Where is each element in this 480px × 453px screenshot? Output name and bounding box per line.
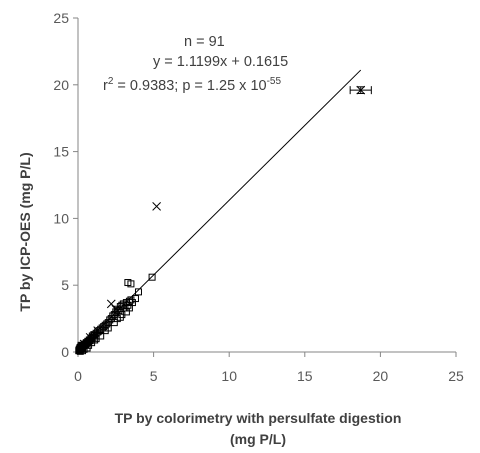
x-axis-label-line2: (mg P/L): [230, 431, 286, 447]
cross-point: [76, 343, 86, 353]
tick-labels: 0 5 10 15 20 25 0 5 10 15 20 25: [53, 10, 464, 384]
y-axis-label: TP by ICP-OES (mg P/L): [17, 152, 33, 311]
square-point: [134, 288, 142, 296]
stats-body: = 0.9383; p = 1.25 x 10: [113, 78, 266, 94]
cross-point: [111, 304, 121, 314]
sample-size-label: n = 91: [184, 34, 225, 50]
square-point: [116, 313, 124, 321]
x-tick-label: 20: [373, 368, 389, 384]
stats-superscript: 2: [108, 76, 114, 87]
x-tick-label: 10: [221, 368, 237, 384]
y-tick-label: 0: [61, 344, 69, 360]
x-tick-label: 15: [297, 368, 313, 384]
stats-label: r2 = 0.9383; p = 1.25 x 10-55: [103, 76, 281, 94]
square-point: [127, 280, 135, 288]
square-point: [91, 336, 99, 344]
x-axis-label-line1: TP by colorimetry with persulfate digest…: [115, 410, 402, 426]
annotations: n = 91 y = 1.1199x + 0.1615 r2 = 0.9383;…: [103, 34, 288, 94]
y-tick-label: 10: [53, 210, 69, 226]
square-point: [104, 324, 112, 332]
cross-point: [152, 202, 161, 211]
square-point: [131, 295, 139, 303]
error-bar: [349, 86, 372, 95]
x-tick-label: 5: [150, 368, 158, 384]
regression-equation-label: y = 1.1199x + 0.1615: [153, 54, 288, 70]
stats-exponent: -55: [267, 76, 282, 87]
y-tick-label: 25: [53, 10, 69, 26]
square-point: [148, 273, 156, 281]
y-tick-label: 15: [53, 144, 69, 160]
square-point: [125, 304, 133, 312]
y-tick-label: 5: [61, 277, 69, 293]
y-tick-label: 20: [53, 77, 69, 93]
x-tick-label: 25: [448, 368, 464, 384]
x-tick-label: 0: [74, 368, 82, 384]
cross-point: [85, 332, 95, 342]
cross-point: [93, 326, 103, 335]
cross-point: [106, 299, 116, 309]
square-point: [92, 335, 100, 343]
stats-prefix: r: [103, 78, 108, 94]
data-points: [75, 85, 372, 355]
axes: [73, 17, 457, 357]
square-point: [110, 319, 118, 327]
